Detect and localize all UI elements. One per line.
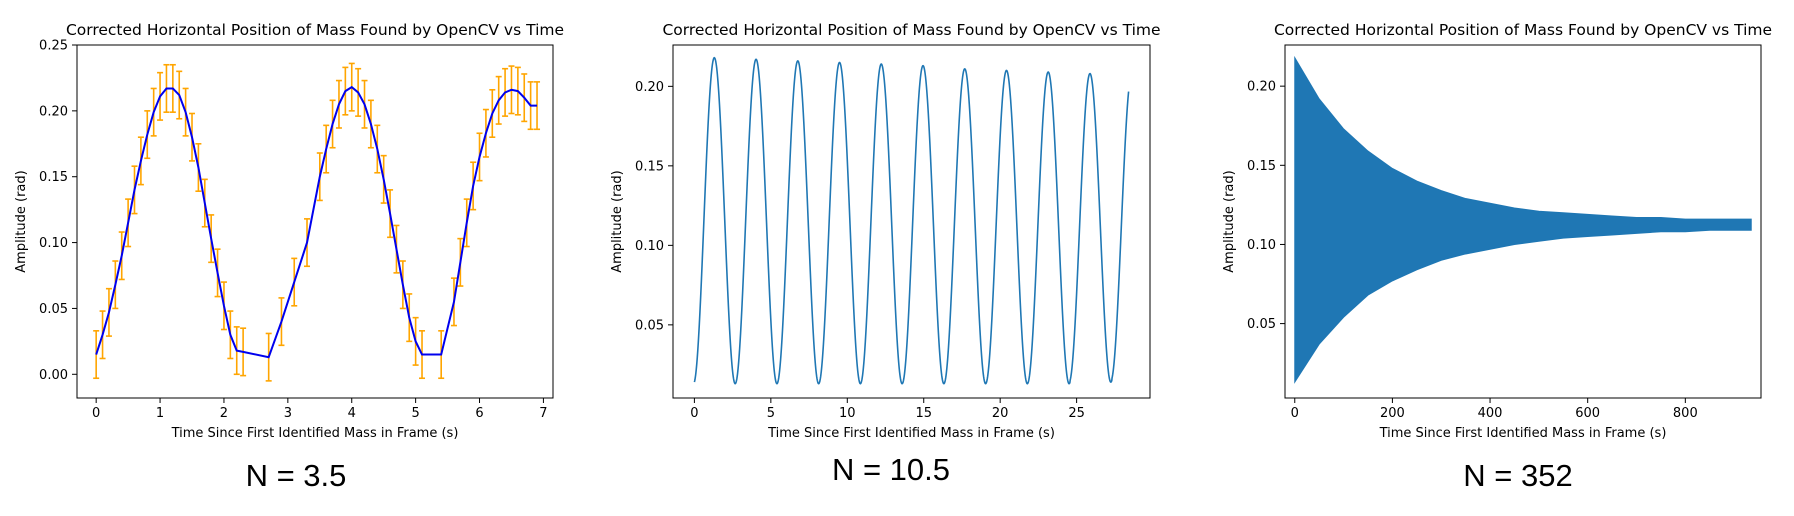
y-tick-label: 0.25 xyxy=(39,39,68,54)
x-tick-label: 0 xyxy=(1291,406,1299,421)
x-tick-label: 200 xyxy=(1380,406,1405,421)
x-tick-label: 6 xyxy=(475,406,483,421)
x-tick-label: 5 xyxy=(767,406,775,421)
chart-title: Corrected Horizontal Position of Mass Fo… xyxy=(66,21,564,39)
y-axis-label: Amplitude (rad) xyxy=(1222,170,1237,272)
caption-n-352: N = 352 xyxy=(1463,458,1573,493)
y-tick-label: 0.10 xyxy=(39,236,68,251)
y-tick-label: 0.10 xyxy=(1247,238,1276,253)
plot-frame xyxy=(672,44,1151,399)
x-tick-label: 25 xyxy=(1068,406,1085,421)
x-tick-label: 2 xyxy=(220,406,228,421)
y-tick-label: 0.00 xyxy=(39,368,68,383)
x-tick-label: 7 xyxy=(539,406,547,421)
x-tick-label: 0 xyxy=(92,406,100,421)
x-tick-label: 0 xyxy=(690,406,698,421)
chart-title: Corrected Horizontal Position of Mass Fo… xyxy=(1274,21,1772,39)
y-axis-label: Amplitude (rad) xyxy=(14,170,29,272)
data-envelope xyxy=(1294,55,1752,384)
chart-2: Corrected Horizontal Position of Mass Fo… xyxy=(610,21,1161,441)
y-tick-label: 0.05 xyxy=(635,318,664,333)
x-tick-label: 5 xyxy=(411,406,419,421)
x-tick-label: 15 xyxy=(915,406,932,421)
y-tick-label: 0.05 xyxy=(1247,317,1276,332)
chart-1: Corrected Horizontal Position of Mass Fo… xyxy=(14,21,564,441)
x-tick-label: 400 xyxy=(1478,406,1503,421)
y-tick-label: 0.15 xyxy=(1247,159,1276,174)
caption-n-10-5: N = 10.5 xyxy=(831,452,951,487)
data-line xyxy=(693,56,1130,385)
y-tick-label: 0.20 xyxy=(39,104,68,119)
y-tick-label: 0.20 xyxy=(635,80,664,95)
x-axis-label: Time Since First Identified Mass in Fram… xyxy=(171,426,459,441)
x-axis-label: Time Since First Identified Mass in Fram… xyxy=(1379,426,1667,441)
data-line xyxy=(95,85,538,359)
x-tick-label: 10 xyxy=(839,406,856,421)
chart-3: Corrected Horizontal Position of Mass Fo… xyxy=(1222,21,1772,441)
plot-frame xyxy=(76,44,554,399)
y-tick-label: 0.15 xyxy=(39,170,68,185)
y-tick-label: 0.15 xyxy=(635,159,664,174)
y-tick-label: 0.20 xyxy=(1247,80,1276,95)
plot-area xyxy=(693,56,1130,385)
y-axis-label: Amplitude (rad) xyxy=(610,170,625,272)
chart-title: Corrected Horizontal Position of Mass Fo… xyxy=(662,21,1160,39)
x-tick-label: 600 xyxy=(1575,406,1600,421)
plot-area xyxy=(1294,55,1752,384)
caption-n-3-5: N = 3.5 xyxy=(245,458,347,493)
x-tick-label: 3 xyxy=(284,406,292,421)
plot-area xyxy=(93,62,541,382)
x-axis-label: Time Since First Identified Mass in Fram… xyxy=(767,426,1055,441)
plot-frame xyxy=(1284,44,1762,399)
error-bar xyxy=(93,330,100,380)
x-tick-label: 4 xyxy=(348,406,356,421)
y-tick-label: 0.10 xyxy=(635,239,664,254)
x-tick-label: 1 xyxy=(156,406,164,421)
x-tick-label: 20 xyxy=(992,406,1009,421)
y-tick-label: 0.05 xyxy=(39,302,68,317)
x-tick-label: 800 xyxy=(1673,406,1698,421)
